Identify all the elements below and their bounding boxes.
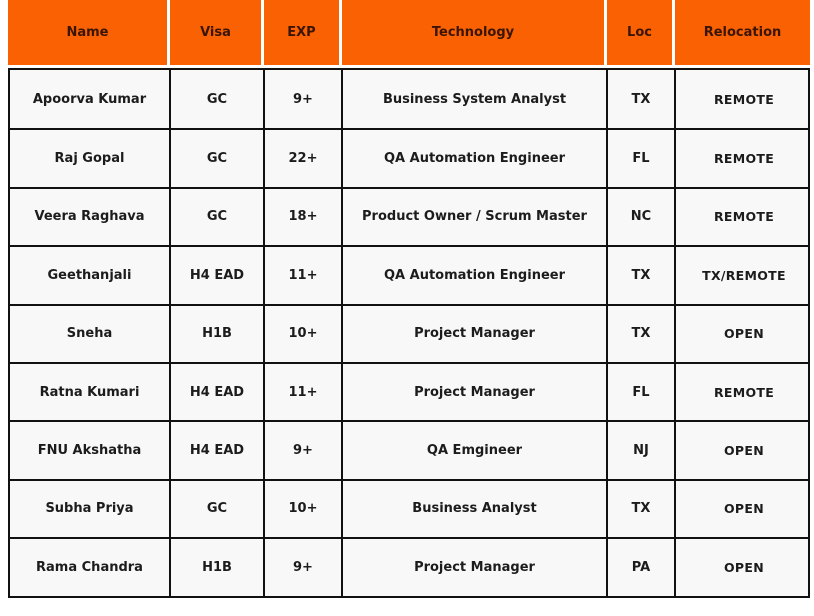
cell-exp: 22+ [263, 130, 341, 187]
table-body: Apoorva Kumar GC 9+ Business System Anal… [8, 68, 810, 598]
cell-loc: NC [606, 188, 674, 246]
cell-relocation: OPEN [674, 539, 812, 596]
cell-relocation: TX/REMOTE [674, 247, 812, 304]
cell-relocation: OPEN [674, 422, 812, 479]
cell-relocation: OPEN [674, 480, 812, 538]
cell-technology: Project Manager [341, 539, 606, 596]
cell-name: Geethanjali [47, 267, 132, 283]
cell-technology: Business System Analyst [341, 70, 606, 129]
cell-visa: GC [169, 480, 263, 538]
candidate-hotlist-table: Name Visa EXP Technology Loc Relocation … [8, 0, 810, 598]
column-header-relocation: Relocation [672, 0, 810, 65]
table-row: Subha Priya GC 10+ Business Analyst TX O… [10, 478, 808, 538]
cell-visa: GC [169, 130, 263, 187]
table-row: Ratna Kumari H4 EAD 11+ Project Manager … [10, 361, 808, 421]
column-header-technology: Technology [339, 0, 604, 65]
table-row: Veera Raghava GC 18+ Product Owner / Scr… [10, 186, 808, 246]
cell-name: Sneha [66, 326, 113, 342]
cell-exp: 10+ [263, 480, 341, 538]
cell-name: Ratna Kumari [39, 384, 140, 400]
cell-loc: TX [606, 70, 674, 129]
column-header-name: Name [8, 0, 167, 65]
cell-relocation: OPEN [674, 305, 812, 362]
cell-visa: GC [169, 70, 263, 129]
cell-loc: FL [606, 363, 674, 421]
table-row: Geethanjali H4 EAD 11+ QA Automation Eng… [10, 245, 808, 304]
cell-visa: H4 EAD [169, 422, 263, 479]
cell-visa: H4 EAD [169, 247, 263, 304]
table-row: Raj Gopal GC 22+ QA Automation Engineer … [10, 128, 808, 187]
cell-visa: GC [169, 188, 263, 246]
cell-technology: QA Emgineer [341, 422, 606, 479]
cell-loc: TX [606, 480, 674, 538]
cell-exp: 9+ [263, 70, 341, 129]
cell-name: Veera Raghava [34, 209, 145, 225]
column-header-loc: Loc [604, 0, 672, 65]
cell-loc: TX [606, 247, 674, 304]
table-row: Rama Chandra H1B 9+ Project Manager PA O… [10, 537, 808, 596]
cell-name: Subha Priya [45, 501, 134, 517]
table-row: FNU Akshatha H4 EAD 9+ QA Emgineer NJ OP… [10, 420, 808, 479]
cell-visa: H1B [169, 305, 263, 362]
cell-technology: Project Manager [341, 363, 606, 421]
cell-loc: TX [606, 305, 674, 362]
cell-relocation: REMOTE [674, 70, 812, 129]
cell-technology: Project Manager [341, 305, 606, 362]
cell-technology: QA Automation Engineer [341, 130, 606, 187]
cell-exp: 11+ [263, 363, 341, 421]
column-header-exp: EXP [261, 0, 339, 65]
table-row: Sneha H1B 10+ Project Manager TX OPEN [10, 303, 808, 362]
cell-exp: 9+ [263, 539, 341, 596]
cell-relocation: REMOTE [674, 188, 812, 246]
cell-exp: 9+ [263, 422, 341, 479]
cell-name: Raj Gopal [54, 151, 125, 167]
cell-visa: H4 EAD [169, 363, 263, 421]
cell-loc: PA [606, 539, 674, 596]
cell-name: Apoorva Kumar [32, 91, 147, 107]
cell-exp: 18+ [263, 188, 341, 246]
cell-loc: FL [606, 130, 674, 187]
cell-relocation: REMOTE [674, 130, 812, 187]
cell-exp: 10+ [263, 305, 341, 362]
cell-technology: Business Analyst [341, 480, 606, 538]
cell-name: FNU Akshatha [37, 443, 142, 459]
cell-name: Rama Chandra [36, 559, 143, 575]
table-row: Apoorva Kumar GC 9+ Business System Anal… [10, 70, 808, 129]
cell-technology: Product Owner / Scrum Master [341, 188, 606, 246]
cell-exp: 11+ [263, 247, 341, 304]
column-header-visa: Visa [167, 0, 261, 65]
cell-loc: NJ [606, 422, 674, 479]
table-header-row: Name Visa EXP Technology Loc Relocation [8, 0, 810, 65]
cell-relocation: REMOTE [674, 363, 812, 421]
cell-technology: QA Automation Engineer [341, 247, 606, 304]
cell-visa: H1B [169, 539, 263, 596]
